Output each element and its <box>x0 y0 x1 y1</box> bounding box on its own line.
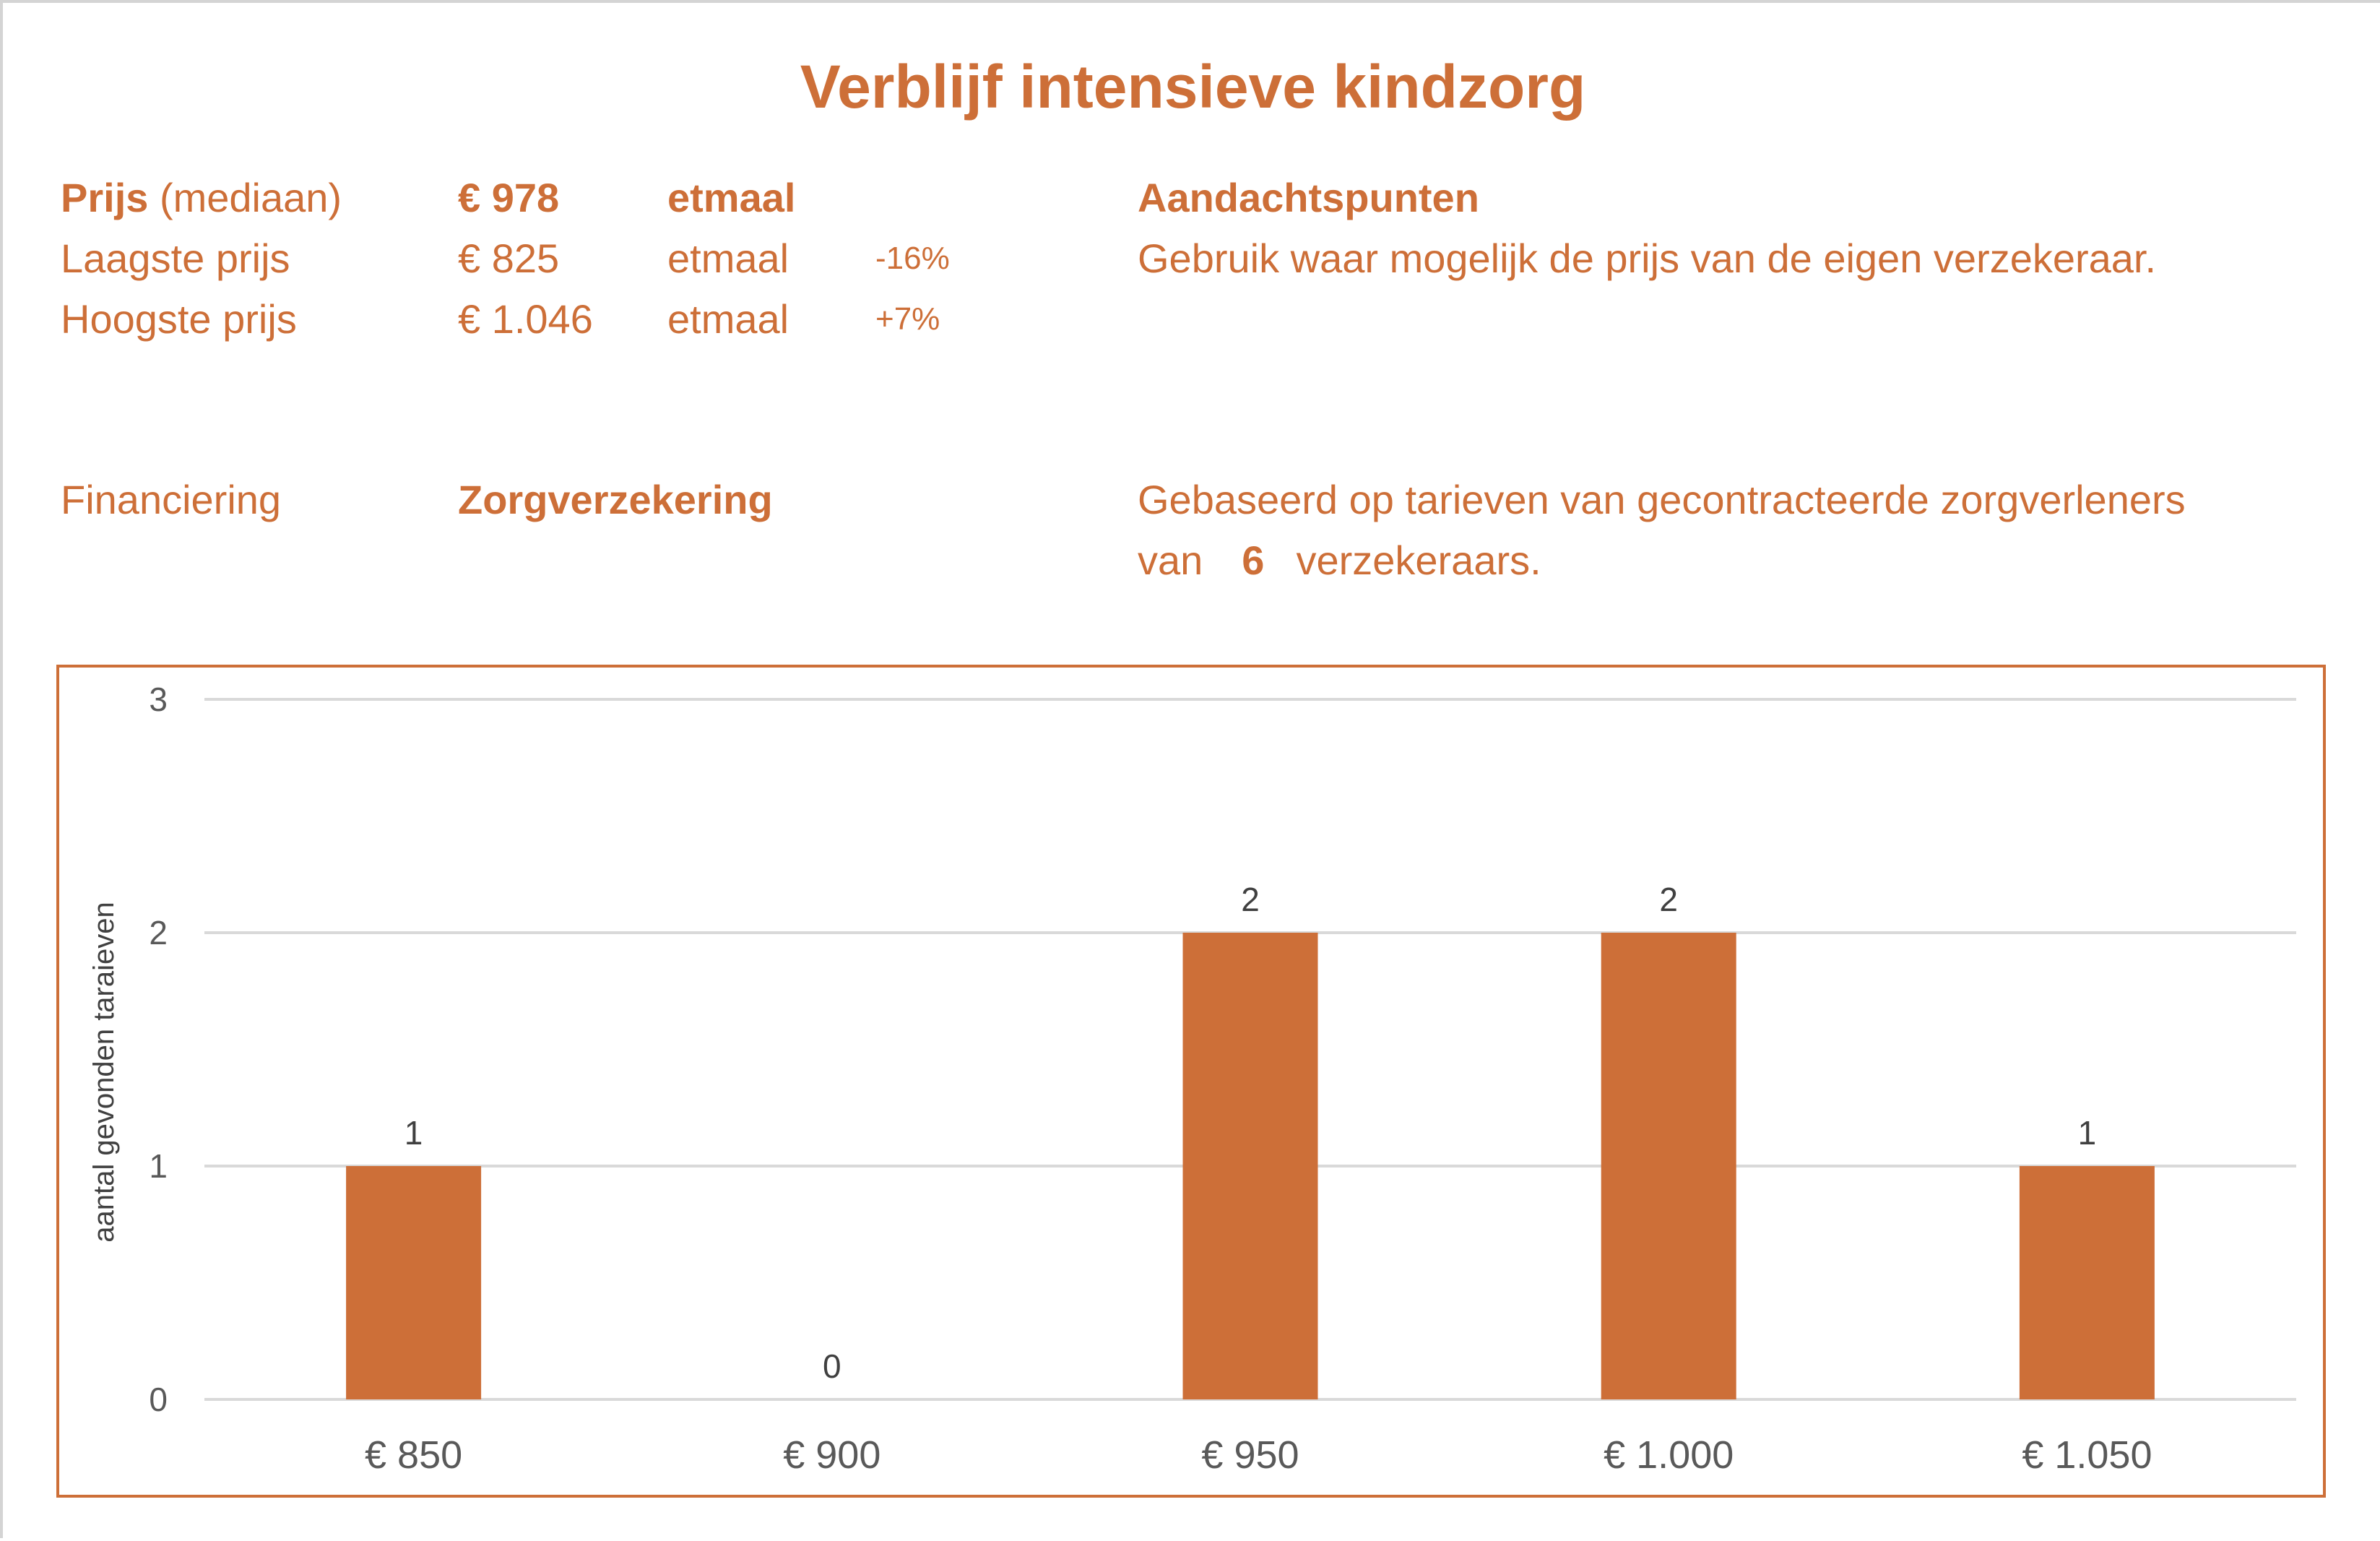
bar <box>1182 933 1318 1399</box>
insurer-count: 6 <box>1242 538 1265 583</box>
bar <box>1601 933 1736 1399</box>
basis-pre: van <box>1138 538 1203 583</box>
data-label: 1 <box>2078 1114 2097 1152</box>
data-label: 2 <box>1659 881 1678 918</box>
y-tick-label: 1 <box>149 1147 168 1185</box>
x-tick-label: € 900 <box>783 1433 880 1477</box>
chart-frame <box>56 665 2326 1498</box>
financing-label: Financiering <box>61 477 282 522</box>
lowest-price-pct: -16% <box>875 241 950 276</box>
y-tick-label: 2 <box>149 914 168 951</box>
highest-price-unit: etmaal <box>667 296 789 342</box>
lowest-price-unit: etmaal <box>667 236 789 281</box>
lowest-price-label: Laagste prijs <box>61 236 290 281</box>
financing-value: Zorgverzekering <box>458 477 773 522</box>
attention-heading: Aandachtspunten <box>1138 175 1479 220</box>
data-label: 1 <box>404 1114 423 1152</box>
data-label: 0 <box>823 1347 841 1385</box>
median-price-value: € 978 <box>458 175 560 220</box>
median-price-unit: etmaal <box>667 175 796 220</box>
basis-line1: Gebaseerd op tarieven van gecontracteerd… <box>1138 477 2186 522</box>
highest-price-label: Hoogste prijs <box>61 296 297 342</box>
bar-chart: 0 1 2 3 1 € 850 0 € 900 2 € 950 2 € 1.000 1 € 1.050 a… <box>88 681 2296 1477</box>
y-tick-label: 3 <box>149 681 168 718</box>
lowest-price-value: € 825 <box>458 236 560 281</box>
median-price-label: Prijs (mediaan) <box>61 178 342 218</box>
y-tick-label: 0 <box>149 1381 168 1418</box>
x-tick-label: € 850 <box>365 1433 462 1477</box>
median-label-bold: Prijs <box>61 175 149 220</box>
bar <box>2019 1166 2155 1399</box>
page-title: Verblijf intensieve kindzorg <box>800 53 1586 121</box>
basis-post: verzekeraars. <box>1296 538 1541 583</box>
attention-text: Gebruik waar mogelijk de prijs van de ei… <box>1138 236 2157 281</box>
highest-price-value: € 1.046 <box>458 296 593 342</box>
highest-price-pct: +7% <box>875 301 940 337</box>
basis-line2: van 6 verzekeraars. <box>1138 540 1541 581</box>
bar <box>346 1166 482 1399</box>
median-label-rest: (mediaan) <box>148 175 342 220</box>
x-tick-label: € 1.000 <box>1604 1433 1734 1477</box>
y-axis-title: aantal gevonden taraieven <box>88 902 120 1242</box>
x-tick-label: € 950 <box>1201 1433 1299 1477</box>
data-label: 2 <box>1241 881 1260 918</box>
x-tick-label: € 1.050 <box>2022 1433 2152 1477</box>
